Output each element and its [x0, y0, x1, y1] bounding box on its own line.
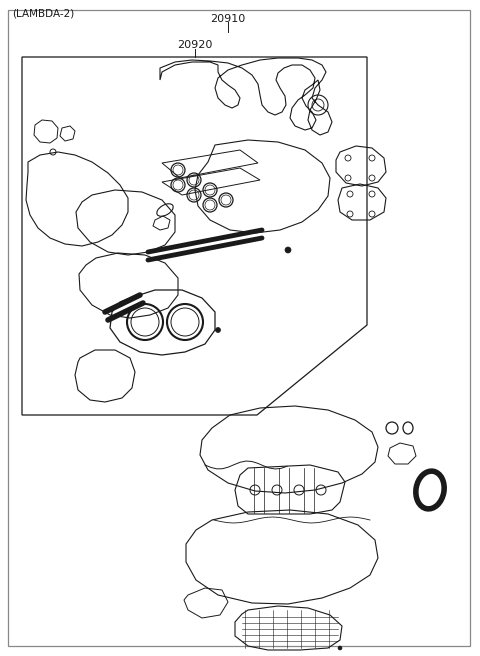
Text: 20920: 20920 — [177, 40, 213, 50]
Text: (LAMBDA-2): (LAMBDA-2) — [12, 8, 74, 18]
Circle shape — [338, 646, 342, 650]
Circle shape — [285, 247, 291, 253]
Text: 20910: 20910 — [210, 14, 246, 24]
Circle shape — [216, 327, 220, 333]
